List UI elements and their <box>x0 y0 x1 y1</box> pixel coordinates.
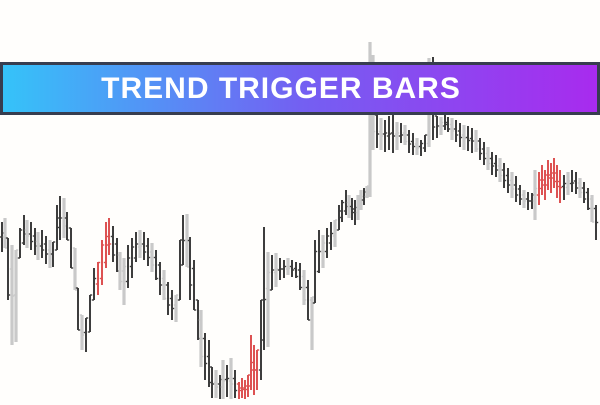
banner-title: TREND TRIGGER BARS <box>101 71 461 105</box>
trend-trigger-banner: TREND TRIGGER BARS <box>0 62 600 115</box>
